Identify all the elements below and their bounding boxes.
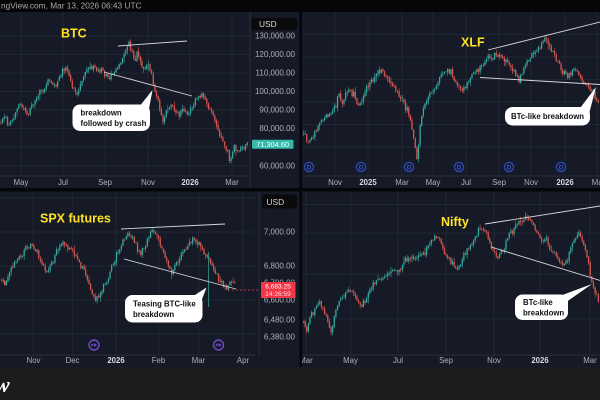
svg-text:ngView.com, Mar 13, 2026 06:43: ngView.com, Mar 13, 2026 06:43 UTC: [1, 1, 142, 11]
svg-text:BTc-like: BTc-like: [523, 298, 553, 307]
svg-text:USD: USD: [259, 19, 277, 29]
svg-text:Jul: Jul: [461, 178, 471, 187]
svg-text:6,683.25: 6,683.25: [265, 284, 291, 291]
svg-text:May: May: [14, 178, 29, 187]
svg-text:Mar: Mar: [583, 356, 597, 365]
svg-text:w: w: [0, 372, 10, 397]
svg-text:7,000.00: 7,000.00: [264, 228, 296, 237]
svg-text:breakdown: breakdown: [81, 109, 122, 118]
svg-text:6,800.00: 6,800.00: [264, 262, 296, 271]
svg-text:Feb: Feb: [152, 356, 166, 365]
svg-text:Nifty: Nifty: [441, 215, 469, 229]
svg-text:60,000.00: 60,000.00: [259, 162, 295, 171]
svg-text:Sep: Sep: [492, 178, 507, 187]
svg-text:Jul: Jul: [58, 178, 68, 187]
svg-text:followed by crash: followed by crash: [81, 119, 147, 128]
svg-text:Mar: Mar: [592, 178, 600, 187]
svg-text:Sep: Sep: [439, 356, 454, 365]
svg-text:Nov: Nov: [487, 356, 501, 365]
svg-text:Mar: Mar: [192, 356, 206, 365]
svg-text:6,600.00: 6,600.00: [264, 296, 296, 305]
svg-text:Nov: Nov: [524, 178, 538, 187]
svg-text:BTC: BTC: [61, 27, 87, 41]
svg-text:Nov: Nov: [328, 178, 342, 187]
svg-text:Nov: Nov: [27, 356, 41, 365]
svg-text:Teasing BTC-like: Teasing BTC-like: [133, 300, 196, 309]
svg-text:May: May: [426, 178, 441, 187]
svg-text:Dec: Dec: [66, 356, 80, 365]
svg-text:120,000.00: 120,000.00: [255, 50, 296, 59]
svg-text:D: D: [359, 165, 364, 172]
svg-text:D: D: [407, 165, 412, 172]
svg-text:D: D: [507, 165, 512, 172]
svg-text:Sep: Sep: [98, 178, 113, 187]
svg-text:14:26:59: 14:26:59: [265, 291, 291, 298]
svg-text:110,000.00: 110,000.00: [256, 69, 296, 78]
svg-text:Jul: Jul: [393, 356, 403, 365]
svg-text:2026: 2026: [107, 356, 125, 365]
svg-text:2026: 2026: [181, 178, 199, 187]
svg-text:May: May: [343, 356, 358, 365]
svg-text:2026: 2026: [531, 356, 549, 365]
svg-text:BTc-like breakdown: BTc-like breakdown: [511, 112, 584, 121]
svg-text:2025: 2025: [359, 178, 377, 187]
svg-text:80,000.00: 80,000.00: [259, 124, 295, 133]
svg-text:breakdown: breakdown: [133, 310, 174, 319]
svg-text:2026: 2026: [556, 178, 574, 187]
svg-text:Nov: Nov: [141, 178, 155, 187]
svg-text:6,480.00: 6,480.00: [264, 316, 296, 325]
svg-text:6,380.00: 6,380.00: [264, 333, 296, 342]
svg-text:100,000.00: 100,000.00: [255, 87, 296, 96]
svg-text:breakdown: breakdown: [523, 308, 564, 317]
svg-text:Mar: Mar: [225, 178, 239, 187]
svg-text:SPX futures: SPX futures: [40, 212, 111, 226]
svg-text:D: D: [559, 165, 564, 172]
svg-text:Apr: Apr: [237, 356, 250, 365]
svg-text:90,000.00: 90,000.00: [259, 106, 295, 115]
svg-text:D: D: [457, 165, 462, 172]
svg-text:Mar: Mar: [299, 356, 313, 365]
svg-text:D: D: [307, 165, 312, 172]
svg-text:Mar: Mar: [395, 178, 409, 187]
svg-text:71,304.60: 71,304.60: [256, 140, 289, 149]
svg-text:XLF: XLF: [461, 36, 485, 50]
svg-text:USD: USD: [267, 197, 285, 207]
svg-text:130,000.00: 130,000.00: [255, 32, 296, 41]
